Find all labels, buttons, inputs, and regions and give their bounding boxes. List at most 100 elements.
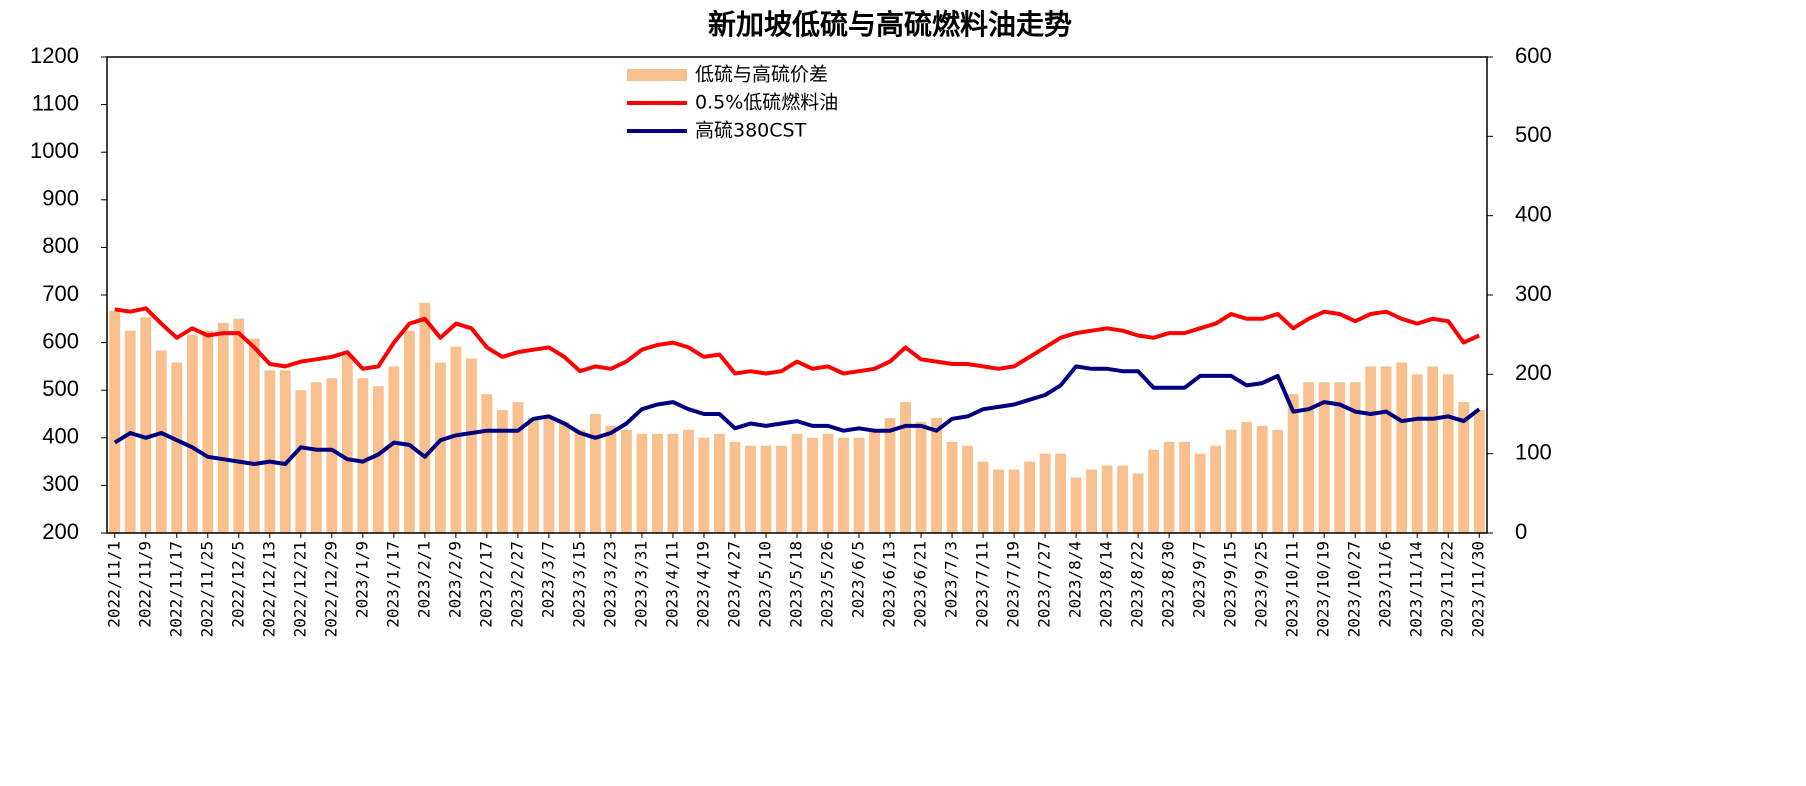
bar xyxy=(248,338,260,533)
x-tick-label: 2023/8/30 xyxy=(1159,541,1178,628)
x-tick-label: 2023/11/22 xyxy=(1438,541,1457,637)
legend-label: 高硫380CST xyxy=(695,120,807,142)
bar xyxy=(1256,425,1268,533)
bar xyxy=(1303,382,1315,533)
bar xyxy=(326,378,338,533)
bar xyxy=(1396,362,1408,533)
bar xyxy=(543,417,555,533)
bar xyxy=(1194,453,1206,533)
bar xyxy=(652,433,663,533)
line xyxy=(113,364,1481,466)
x-tick-label: 2023/1/9 xyxy=(352,541,371,618)
bar xyxy=(202,330,214,533)
x-tick-label: 2023/6/13 xyxy=(880,541,899,628)
bar xyxy=(621,429,632,533)
bar xyxy=(1334,382,1346,533)
x-tick-label: 2023/9/25 xyxy=(1252,541,1271,628)
bar xyxy=(186,334,198,533)
bar xyxy=(403,330,415,533)
bar xyxy=(822,433,834,533)
x-tick-label: 2023/4/11 xyxy=(662,541,681,628)
x-tick-label: 2023/2/1 xyxy=(414,541,433,618)
bar xyxy=(450,346,462,533)
x-tick-label: 2023/5/26 xyxy=(818,541,837,628)
x-tick-label: 2023/10/11 xyxy=(1283,541,1302,637)
bar xyxy=(155,350,167,533)
y-tick-label: 800 xyxy=(42,233,79,258)
bar xyxy=(574,429,586,533)
bar xyxy=(279,370,291,533)
bar xyxy=(1008,469,1020,533)
x-tick-label: 2022/11/17 xyxy=(166,541,185,637)
bar xyxy=(171,362,183,533)
x-tick-label: 2023/11/14 xyxy=(1407,541,1426,637)
x-tick-label: 2023/8/22 xyxy=(1128,541,1147,628)
bar xyxy=(1349,382,1361,533)
bar xyxy=(357,378,369,533)
bar xyxy=(1024,461,1036,533)
y2-tick-label: 500 xyxy=(1515,122,1552,147)
x-tick-label: 2022/12/21 xyxy=(290,541,309,637)
y-tick-label: 700 xyxy=(42,281,79,306)
x-tick-label: 2023/11/30 xyxy=(1469,541,1488,637)
bar xyxy=(1365,366,1377,533)
x-tick-label: 2023/1/17 xyxy=(383,541,402,628)
x-tick-label: 2023/9/15 xyxy=(1221,541,1240,628)
x-tick-label: 2023/2/9 xyxy=(445,541,464,618)
bar xyxy=(527,417,539,533)
bar xyxy=(1070,477,1082,533)
x-tick-label: 2023/3/15 xyxy=(569,541,588,628)
x-tick-label: 2023/3/23 xyxy=(600,541,619,628)
y2-tick-label: 0 xyxy=(1515,519,1527,544)
line xyxy=(114,306,1481,376)
bar xyxy=(1039,453,1051,533)
x-tick-label: 2022/11/9 xyxy=(135,541,154,628)
x-tick-label: 2023/6/5 xyxy=(849,541,868,618)
bar xyxy=(745,445,756,533)
x-tick-label: 2022/12/29 xyxy=(321,541,340,637)
x-tick-label: 2023/8/4 xyxy=(1066,541,1085,618)
bar xyxy=(667,433,679,533)
x-tick-label: 2023/8/14 xyxy=(1097,541,1116,628)
bar xyxy=(233,318,245,533)
bar xyxy=(1287,394,1299,533)
bar xyxy=(791,433,803,533)
bar xyxy=(419,302,431,533)
x-tick-label: 2022/11/1 xyxy=(104,541,123,628)
bar xyxy=(217,322,229,533)
bar xyxy=(760,445,772,533)
bar xyxy=(1473,410,1485,533)
bar xyxy=(605,425,617,533)
x-tick-label: 2023/3/31 xyxy=(631,541,650,628)
x-tick-label: 2022/12/13 xyxy=(259,541,278,637)
bar xyxy=(1318,382,1330,533)
bar xyxy=(434,362,446,533)
x-tick-label: 2022/11/25 xyxy=(197,541,216,637)
x-tick-label: 2023/4/27 xyxy=(724,541,743,628)
bar xyxy=(869,429,880,533)
bar xyxy=(946,441,958,533)
x-tick-label: 2023/6/21 xyxy=(911,541,930,628)
bar xyxy=(295,390,307,533)
bar xyxy=(714,433,725,533)
y2-tick-label: 600 xyxy=(1515,43,1552,68)
x-tick-label: 2023/4/19 xyxy=(693,541,712,628)
y-tick-label: 1000 xyxy=(30,138,79,163)
y-tick-label: 500 xyxy=(42,376,79,401)
bar xyxy=(109,310,121,533)
bar xyxy=(729,441,741,533)
bar xyxy=(683,429,694,533)
bar xyxy=(1179,441,1191,533)
bar xyxy=(465,358,477,533)
bar xyxy=(1458,402,1470,533)
bar xyxy=(1132,473,1144,533)
x-tick-label: 2023/5/18 xyxy=(787,541,806,628)
bar xyxy=(1427,366,1439,533)
x-tick-label: 2023/7/19 xyxy=(1004,541,1023,628)
y2-tick-label: 100 xyxy=(1515,439,1552,464)
bar xyxy=(481,394,493,533)
bar xyxy=(1086,469,1098,533)
bar xyxy=(1117,465,1129,533)
bar xyxy=(1148,449,1160,533)
